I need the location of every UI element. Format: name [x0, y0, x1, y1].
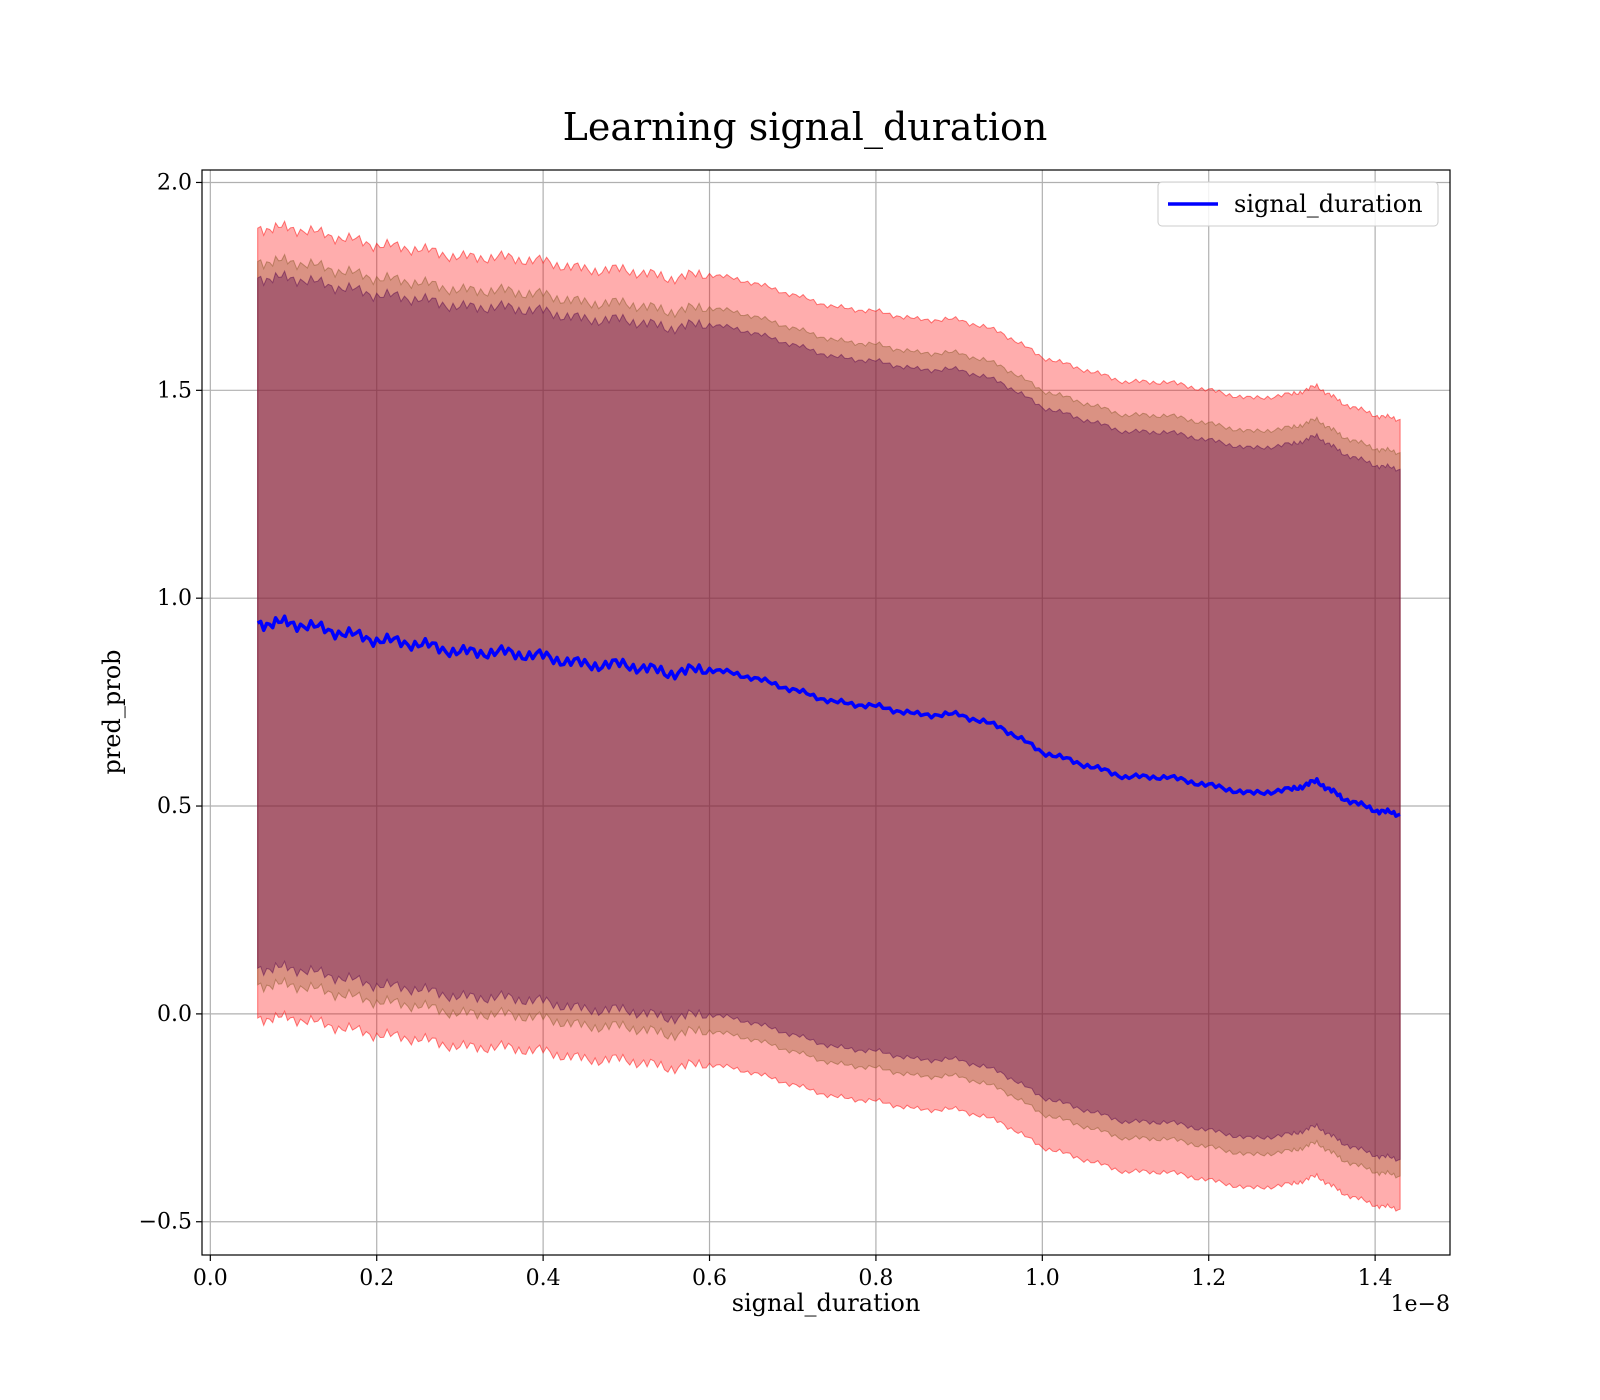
chart-title: Learning signal_duration: [563, 105, 1048, 150]
y-tick-label: 1.5: [157, 378, 192, 403]
x-tick-label: 0.4: [526, 1266, 561, 1291]
legend-box: [1157, 181, 1439, 227]
x-tick-label: 1.0: [1025, 1266, 1060, 1291]
y-tick-label: −0.5: [139, 1210, 192, 1235]
confidence-band-1: [257, 253, 1401, 1179]
y-axis-label: pred_prob: [98, 649, 126, 774]
x-tick-label: 0.2: [359, 1266, 394, 1291]
x-tick-label: 0.8: [858, 1266, 893, 1291]
y-tick-label: 1.0: [157, 586, 192, 611]
y-tick-label: 0.0: [157, 1002, 192, 1027]
plot-area: 0.0 0.2 0.4 0.6 0.8 1.0 1.2 1.4 −0.5 0.0 0.5 1.0 1.5…: [139, 169, 1451, 1291]
x-axis-scale-label: 1e−8: [1391, 1292, 1450, 1317]
y-tick-label: 2.0: [157, 170, 192, 195]
x-tick-label: 1.4: [1358, 1266, 1393, 1291]
legend-label-signal-duration: signal_duration: [1234, 190, 1423, 218]
confidence-band-0: [257, 219, 1401, 1212]
x-axis-label: signal_duration: [732, 1289, 921, 1317]
x-tick-label: 1.2: [1191, 1266, 1226, 1291]
confidence-band-2: [257, 269, 1401, 1162]
axes-frame: [201, 169, 1451, 1256]
series-line-signal-duration: [256, 614, 1401, 818]
y-tick-label: 0.5: [157, 794, 192, 819]
x-tick-label: 0.6: [692, 1266, 727, 1291]
x-tick-label: 0.0: [193, 1266, 228, 1291]
